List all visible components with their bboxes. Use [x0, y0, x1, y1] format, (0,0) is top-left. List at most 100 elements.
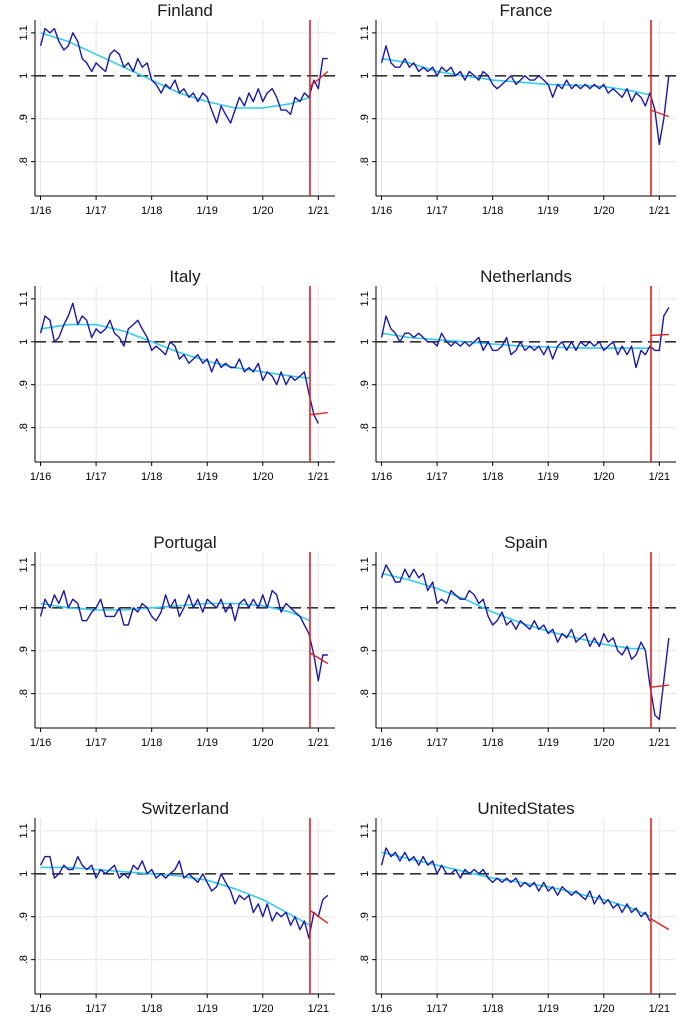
y-tick-label: .8	[18, 955, 30, 964]
panel-netherlands: Netherlands .8 .9 1 1.1 1/16 1/17 1/18 1/19 1/20 1…	[341, 266, 682, 492]
x-tick-label: 1/20	[252, 737, 273, 749]
actual-series-line	[39, 855, 329, 939]
y-tick-label: .8	[18, 423, 30, 432]
actual-series-line	[380, 307, 670, 369]
x-tick-label: 1/21	[649, 737, 670, 749]
y-tick-label: 1	[359, 73, 371, 79]
forecast-line	[650, 333, 669, 337]
x-tick-label: 1/19	[197, 205, 218, 217]
panel-finland: Finland .8 .9 1 1.1 1/16 1/17 1/18 1/19 1/20 1/21	[0, 0, 341, 226]
y-tick-label: .9	[359, 380, 371, 389]
x-tick-label: 1/17	[85, 1003, 106, 1015]
actual-series-line	[380, 847, 651, 922]
y-tick-label: 1.1	[18, 557, 30, 572]
chart-title: Finland	[157, 1, 213, 20]
panel-italy: Italy .8 .9 1 1.1 1/16 1/17 1/18 1/19 1/20 1/21	[0, 266, 341, 492]
x-tick-label: 1/18	[482, 471, 503, 483]
x-tick-label: 1/17	[85, 737, 106, 749]
actual-series-line	[39, 589, 328, 682]
x-tick-label: 1/16	[371, 1003, 392, 1015]
y-tick-label: .9	[18, 912, 30, 921]
x-tick-label: 1/20	[252, 471, 273, 483]
y-tick-label: 1	[18, 605, 30, 611]
panel-spain: Spain .8 .9 1 1.1 1/16 1/17 1/18 1/19 1/20 1/21	[341, 532, 682, 758]
y-tick-label: .8	[18, 157, 30, 166]
x-tick-label: 1/20	[593, 205, 614, 217]
trend-line	[381, 332, 651, 349]
forecast-line	[309, 909, 329, 924]
x-tick-label: 1/21	[308, 1003, 329, 1015]
y-tick-label: 1.1	[18, 823, 30, 838]
y-tick-label: 1	[18, 339, 30, 345]
x-tick-label: 1/20	[252, 205, 273, 217]
chart-title: Netherlands	[480, 267, 572, 286]
x-tick-label: 1/19	[197, 1003, 218, 1015]
chart-title: UnitedStates	[477, 799, 574, 818]
x-tick-label: 1/17	[426, 1003, 447, 1015]
chart-title: Italy	[169, 267, 201, 286]
panel-france: France .8 .9 1 1.1 1/16 1/17 1/18 1/19 1/20 1/21	[341, 0, 682, 226]
y-tick-label: 1.1	[18, 291, 30, 306]
chart-finland: Finland .8 .9 1 1.1 1/16 1/17 1/18 1/19 1/20 1/21	[18, 1, 335, 217]
y-tick-label: .8	[359, 157, 371, 166]
x-tick-label: 1/17	[426, 471, 447, 483]
x-tick-label: 1/18	[141, 737, 162, 749]
y-tick-label: .8	[359, 955, 371, 964]
actual-series-line	[380, 564, 670, 721]
forecast-line	[309, 652, 329, 665]
forecast-line	[650, 918, 670, 931]
panel-portugal: Portugal .8 .9 1 1.1 1/16 1/17 1/18 1/19 1/20 1/21	[0, 532, 341, 758]
chart-title: Switzerland	[141, 799, 229, 818]
chart-unitedstates: UnitedStates .8 .9 1 1.1 1/16 1/17 1/18 1/19 1/20…	[359, 799, 676, 1015]
x-tick-label: 1/21	[649, 471, 670, 483]
trend-line	[381, 572, 646, 650]
x-tick-label: 1/18	[482, 205, 503, 217]
x-tick-label: 1/20	[593, 1003, 614, 1015]
forecast-line	[309, 411, 328, 416]
y-tick-label: .9	[18, 646, 30, 655]
x-tick-label: 1/19	[197, 471, 218, 483]
chart-italy: Italy .8 .9 1 1.1 1/16 1/17 1/18 1/19 1/20 1/21	[18, 267, 335, 483]
y-tick-label: .9	[359, 646, 371, 655]
x-tick-label: 1/20	[593, 737, 614, 749]
y-tick-label: 1.1	[359, 291, 371, 306]
forecast-line	[309, 70, 329, 88]
x-tick-label: 1/17	[426, 737, 447, 749]
x-tick-label: 1/17	[85, 471, 106, 483]
panel-unitedstates: UnitedStates .8 .9 1 1.1 1/16 1/17 1/18 1/19 1/20…	[341, 798, 682, 1024]
x-tick-label: 1/18	[141, 471, 162, 483]
x-tick-label: 1/16	[30, 205, 51, 217]
y-tick-label: 1	[359, 339, 371, 345]
x-tick-label: 1/18	[141, 205, 162, 217]
x-tick-label: 1/19	[538, 1003, 559, 1015]
x-tick-label: 1/21	[649, 1003, 670, 1015]
trend-line	[40, 323, 311, 380]
x-tick-label: 1/16	[371, 471, 392, 483]
chart-switzerland: Switzerland .8 .9 1 1.1 1/16 1/17 1/18 1/19 1/20 1…	[18, 799, 335, 1015]
actual-series-line	[39, 302, 319, 424]
x-tick-label: 1/19	[538, 471, 559, 483]
chart-france: France .8 .9 1 1.1 1/16 1/17 1/18 1/19 1/20 1/21	[359, 1, 676, 217]
y-tick-label: .8	[359, 689, 371, 698]
trend-line	[40, 602, 311, 622]
actual-series-line	[380, 45, 670, 146]
trend-line	[381, 851, 652, 918]
x-tick-label: 1/21	[308, 737, 329, 749]
x-tick-label: 1/19	[538, 205, 559, 217]
x-tick-label: 1/21	[308, 205, 329, 217]
y-tick-label: 1	[359, 871, 371, 877]
x-tick-label: 1/16	[30, 737, 51, 749]
y-tick-label: 1.1	[359, 25, 371, 40]
x-tick-label: 1/21	[308, 471, 329, 483]
x-tick-label: 1/16	[371, 205, 392, 217]
y-tick-label: .9	[18, 114, 30, 123]
trend-line	[381, 57, 652, 96]
y-tick-label: .9	[359, 114, 371, 123]
forecast-line	[650, 109, 670, 118]
x-tick-label: 1/19	[197, 737, 218, 749]
y-tick-label: 1.1	[359, 823, 371, 838]
x-tick-label: 1/18	[141, 1003, 162, 1015]
x-tick-label: 1/20	[252, 1003, 273, 1015]
y-tick-label: 1	[18, 73, 30, 79]
x-tick-label: 1/17	[426, 205, 447, 217]
